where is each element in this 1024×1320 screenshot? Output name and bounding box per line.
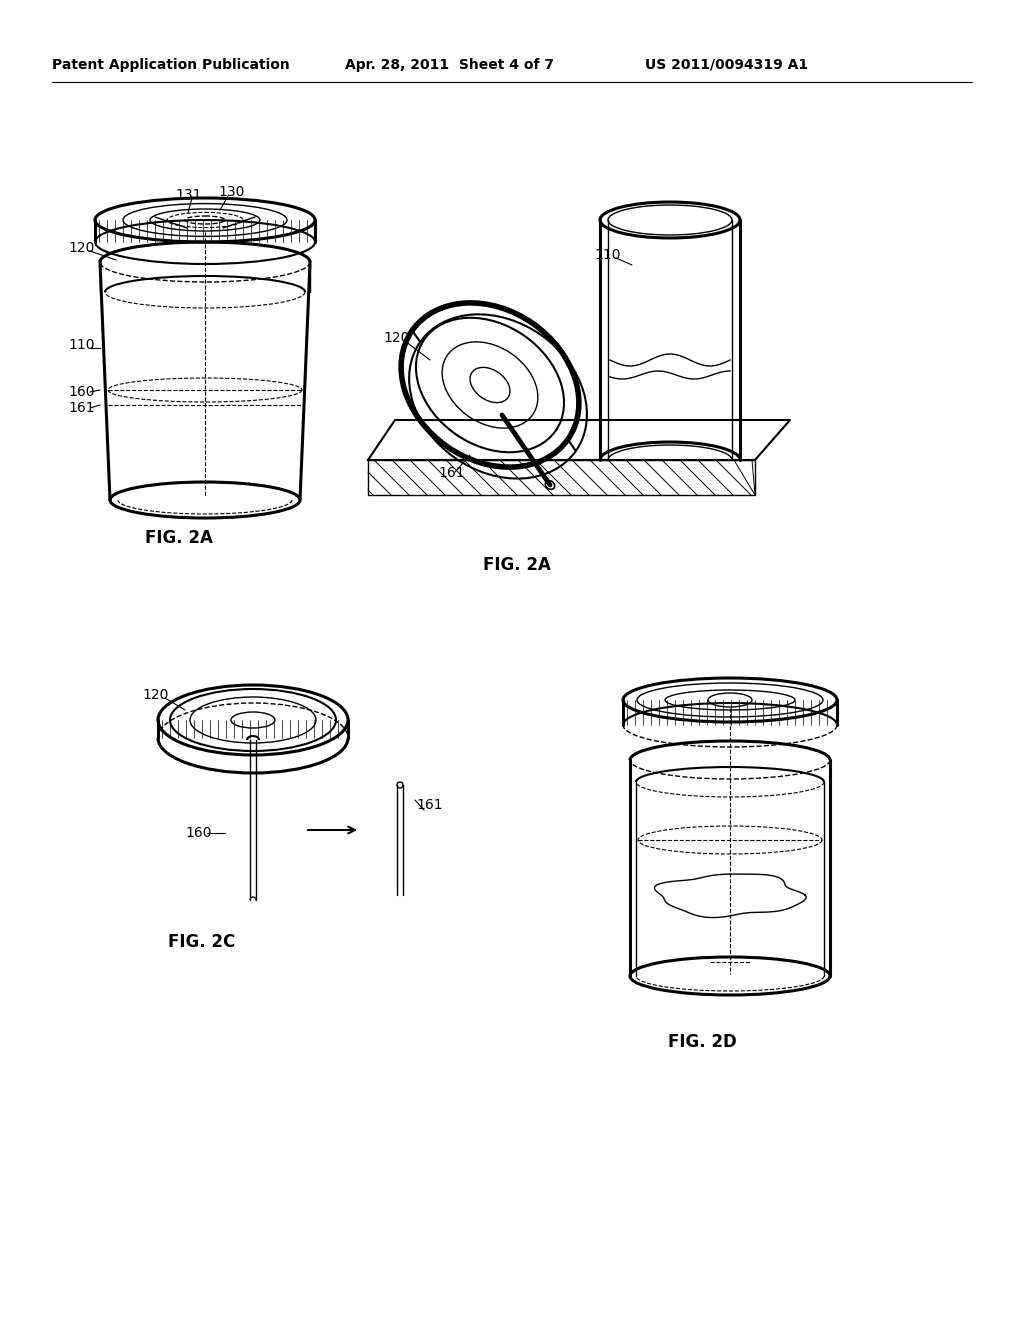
Text: 160: 160 (68, 385, 94, 399)
Text: 161: 161 (438, 466, 465, 480)
Text: 131: 131 (175, 187, 202, 202)
Text: US 2011/0094319 A1: US 2011/0094319 A1 (645, 58, 808, 73)
Text: FIG. 2D: FIG. 2D (668, 1034, 736, 1051)
Text: FIG. 2A: FIG. 2A (145, 529, 213, 546)
Text: 120: 120 (142, 688, 168, 702)
Ellipse shape (546, 480, 555, 490)
Text: Patent Application Publication: Patent Application Publication (52, 58, 290, 73)
Text: Apr. 28, 2011  Sheet 4 of 7: Apr. 28, 2011 Sheet 4 of 7 (345, 58, 554, 73)
Text: 160: 160 (185, 826, 212, 840)
Text: 110: 110 (68, 338, 94, 352)
Text: 130: 130 (218, 185, 245, 199)
Text: 161: 161 (68, 401, 94, 414)
Text: 120: 120 (68, 242, 94, 255)
Text: FIG. 2C: FIG. 2C (168, 933, 236, 950)
Text: 110: 110 (594, 248, 621, 261)
Text: FIG. 2A: FIG. 2A (483, 556, 551, 574)
Text: 120: 120 (383, 331, 410, 345)
Text: 161: 161 (416, 799, 442, 812)
Bar (368, 459, 755, 495)
